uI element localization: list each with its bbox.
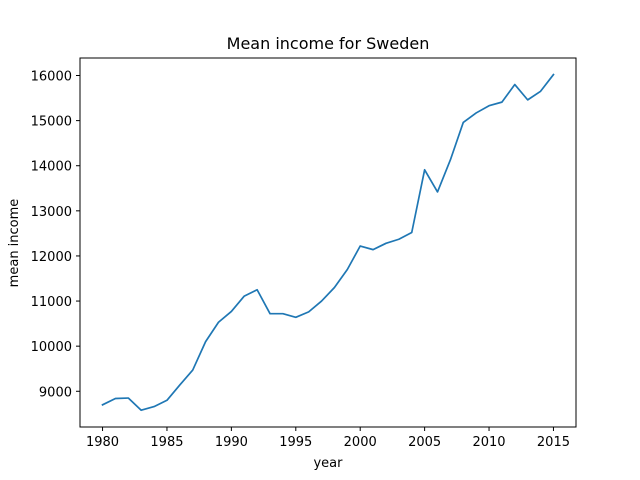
chart-title: Mean income for Sweden bbox=[227, 34, 430, 53]
y-tick-label: 12000 bbox=[31, 250, 72, 265]
y-tick-label: 16000 bbox=[31, 70, 72, 85]
series-line-mean-income bbox=[101, 73, 555, 412]
x-tick-label: 1980 bbox=[86, 435, 119, 450]
y-tick-label: 14000 bbox=[31, 160, 72, 175]
x-tick-label: 1995 bbox=[279, 435, 312, 450]
x-tick-label: 2005 bbox=[408, 435, 441, 450]
y-tick-label: 11000 bbox=[31, 295, 72, 310]
plot-frame bbox=[79, 57, 577, 428]
x-tick-label: 2000 bbox=[344, 435, 377, 450]
x-tick-label: 1985 bbox=[150, 435, 183, 450]
x-axis: 1980 1985 1990 1995 2000 2005 2010 2015 bbox=[86, 427, 570, 450]
y-tick-label: 13000 bbox=[31, 205, 72, 220]
y-axis: 9000 10000 11000 12000 13000 14000 15000 16000 bbox=[31, 70, 80, 400]
y-tick-label: 15000 bbox=[31, 115, 72, 130]
y-tick-label: 10000 bbox=[31, 340, 72, 355]
x-tick-label: 2015 bbox=[537, 435, 570, 450]
x-tick-label: 2010 bbox=[472, 435, 505, 450]
y-tick-label: 9000 bbox=[39, 385, 72, 400]
y-axis-label: mean income bbox=[7, 199, 22, 288]
x-axis-label: year bbox=[313, 456, 343, 471]
x-tick-label: 1990 bbox=[215, 435, 248, 450]
